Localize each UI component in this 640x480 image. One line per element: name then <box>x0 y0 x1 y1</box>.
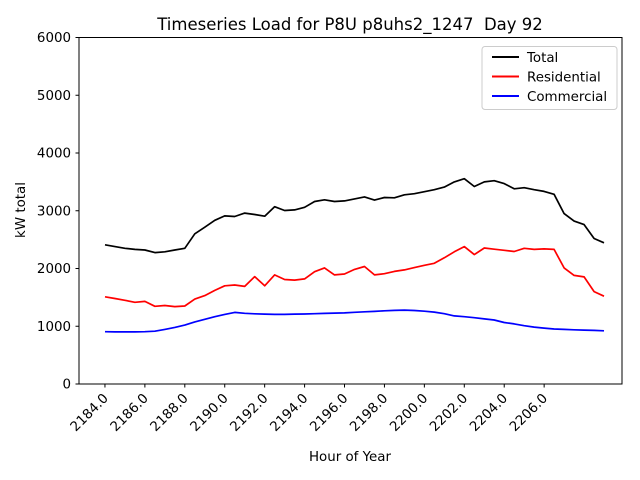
series-line-total <box>104 177 605 254</box>
x-tick-label: 2204.0 <box>467 391 511 435</box>
series-line-residential <box>104 245 605 308</box>
legend-label-residential: Residential <box>527 70 601 85</box>
x-tick-label: 2206.0 <box>507 391 551 435</box>
x-tick-label: 2192.0 <box>228 391 272 435</box>
y-axis-label: kW total <box>14 182 29 238</box>
legend: Total Residential Commercial <box>481 46 618 110</box>
legend-label-total: Total <box>526 51 558 66</box>
y-tick-label: 2000 <box>37 262 71 277</box>
legend-label-commercial: Commercial <box>527 90 607 105</box>
x-axis-label: Hour of Year <box>309 450 392 465</box>
y-tick-label: 0 <box>62 378 71 393</box>
x-tick-label: 2202.0 <box>427 391 471 435</box>
x-tick-label: 2188.0 <box>148 391 192 435</box>
x-tick-label: 2194.0 <box>268 391 312 435</box>
y-tick-label: 4000 <box>37 147 71 162</box>
x-tick-label: 2200.0 <box>387 391 431 435</box>
y-tick-label: 5000 <box>37 89 71 104</box>
x-tick-label: 2184.0 <box>68 391 112 435</box>
legend-entry-residential: Residential <box>492 70 601 85</box>
chart-title: Timeseries Load for P8U p8uhs2_1247 Day … <box>156 15 543 35</box>
series-line-commercial <box>104 309 605 333</box>
y-tick-label: 3000 <box>37 204 71 219</box>
y-tick-label: 1000 <box>37 320 71 335</box>
y-tick-label: 6000 <box>37 31 71 46</box>
legend-entry-total: Total <box>492 51 558 66</box>
legend-box <box>481 46 618 110</box>
x-tick-label: 2190.0 <box>188 391 232 435</box>
legend-entry-commercial: Commercial <box>492 90 607 105</box>
x-tick-label: 2196.0 <box>308 391 352 435</box>
x-tick-label: 2198.0 <box>348 391 392 435</box>
x-tick-label: 2186.0 <box>108 391 152 435</box>
